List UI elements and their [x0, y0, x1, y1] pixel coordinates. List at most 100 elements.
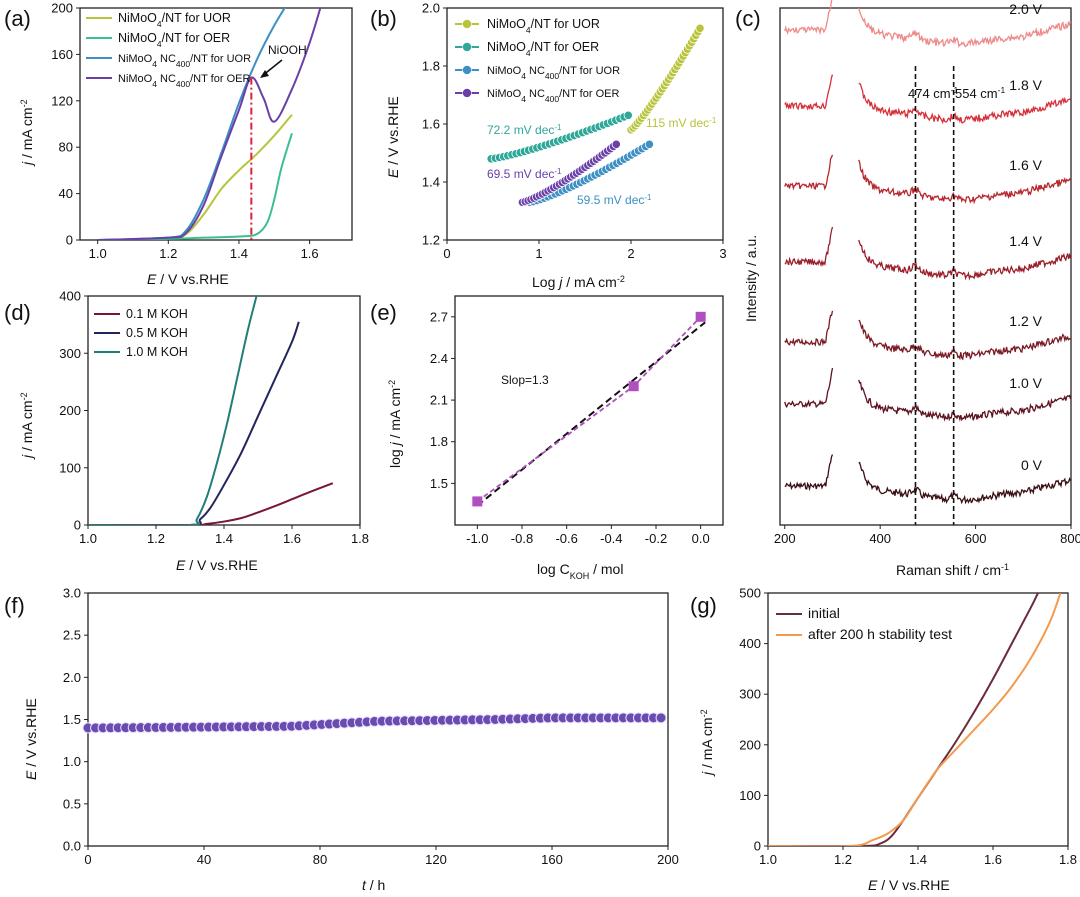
chart-b-ytick-label: 1.8 [422, 59, 440, 74]
chart-b-slope-labels: 115 mV dec-172.2 mV dec-159.5 mV dec-169… [487, 116, 717, 208]
legend-label-part: NC [157, 73, 176, 85]
chart-e-point-0 [472, 496, 483, 507]
chart-d-legend: 0.1 M KOH 0.5 M KOH 1.0 M KOH [94, 307, 188, 359]
legend-label-part: 4 [526, 48, 531, 58]
chart-c-trace-label-6: 2.0 V [1009, 1, 1042, 17]
chart-b-ytick-label: 1.6 [422, 117, 440, 132]
legend-label-part: /NT for UOR [531, 17, 600, 31]
chart-e-slope-annotation: Slop=1.3 [501, 373, 549, 387]
chart-f-ytick-label: 0.5 [63, 796, 81, 811]
legend-label-part: /NT for UOR [162, 11, 231, 25]
slope-text: 72.2 mV dec [487, 123, 554, 137]
chart-e-xlabel: log CKOH / mol [537, 561, 623, 581]
chart-b-xtick-label: 3 [719, 246, 726, 261]
chart-c-ylabel: Intensity / a.u. [743, 235, 759, 322]
chart-a-arrow-head [260, 70, 269, 78]
chart-e-ytick-label: 2.1 [430, 393, 448, 408]
chart-c: 200 400 600 800 0 V 1.0 V 1.2 V 1.4 V 1.6 V 1.8 … [743, 0, 1080, 578]
chart-g-ytick-label: 100 [739, 788, 761, 803]
chart-g-xtick-label: 1.6 [984, 852, 1002, 867]
chart-b-xticks: 0 1 2 3 [443, 240, 727, 261]
chart-b-legend-entry-3-marker [462, 88, 472, 98]
chart-e-fit-line [476, 321, 706, 507]
chart-c-trace-1-a [784, 367, 834, 409]
chart-e-xtick-label: -0.4 [600, 531, 622, 546]
panel-label-e: (e) [370, 300, 397, 325]
chart-c-trace-label-1: 1.0 V [1009, 375, 1042, 391]
legend-label-part: 4 [152, 59, 157, 69]
chart-b-legend-entry-2-label: NiMoO4 NC400/NT for UOR [487, 65, 620, 81]
chart-b-legend-entry-1-label: NiMoO4/NT for OER [487, 40, 599, 58]
chart-c-trace-label-2: 1.2 V [1009, 313, 1042, 329]
chart-e-point-1 [628, 381, 639, 392]
chart-d-xticks: 1.0 1.2 1.4 1.6 1.8 [79, 525, 369, 546]
chart-d-xtick-label: 1.6 [283, 531, 301, 546]
chart-c-trace-1-b [858, 379, 1072, 422]
chart-b-xlabel: Log j / mA cm-2 [532, 274, 625, 290]
legend-label-part: NiMoO [487, 17, 526, 31]
chart-f-ytick-label: 2.5 [63, 628, 81, 643]
chart-d-xtick-label: 1.4 [215, 531, 233, 546]
chart-g-ylabel: j / mA cm-2 [699, 709, 715, 777]
chart-c-trace-2-a [784, 310, 834, 347]
chart-b-ytick-label: 1.4 [422, 175, 440, 190]
chart-e-ytick-label: 2.7 [430, 309, 448, 324]
chart-c-trace-5-a [784, 74, 834, 111]
slope-sup: -1 [644, 193, 652, 202]
chart-d-legend-entry-2-label: 1.0 M KOH [126, 345, 188, 359]
chart-d-legend-entry-0-label: 0.1 M KOH [126, 307, 188, 321]
chart-a-ylabel: j / mA cm-2 [19, 99, 35, 167]
legend-label-part: /NT for UOR [190, 53, 251, 65]
chart-a-xtick-label: 1.0 [89, 246, 107, 261]
chart-g-ytick-label: 400 [739, 636, 761, 651]
chart-f: 0 40 80 120 160 200 0.0 0.5 1.0 1.5 2.0 2.5 3.0 t /… [23, 586, 679, 894]
chart-g-ytick-label: 0 [754, 839, 761, 854]
chart-d-series-line-2 [88, 296, 258, 525]
chart-e-xtick-label: -0.8 [511, 531, 533, 546]
chart-a-ytick-label: 120 [51, 93, 73, 108]
chart-d-series [88, 296, 334, 525]
legend-label-part: NC [526, 65, 545, 77]
chart-f-xtick-label: 40 [197, 852, 211, 867]
chart-b-slope-label-0: 115 mV dec-1 [646, 116, 717, 131]
legend-label-part: NiMoO [118, 31, 157, 45]
chart-b-legend-entry-1-marker [462, 42, 472, 52]
chart-a-series-line-3 [97, 8, 322, 240]
chart-b-ytick-label: 1.2 [422, 233, 440, 248]
slope-sup: -1 [554, 167, 562, 176]
chart-a-xtick-label: 1.4 [230, 246, 248, 261]
slope-text: 59.5 mV dec [577, 193, 644, 207]
chart-c-trace-4-b [858, 159, 1071, 205]
legend-label-part: /NT for UOR [559, 65, 620, 77]
chart-d-ytick-label: 300 [59, 346, 81, 361]
chart-e: -1.0 -0.8 -0.6 -0.4 -0.2 0.0 1.51.82.12.42.7 … [387, 295, 724, 581]
legend-label-part: NiMoO [487, 40, 526, 54]
legend-label-part: NiMoO [118, 53, 153, 65]
chart-a-ytick-label: 160 [51, 47, 73, 62]
panel-label-d: (d) [4, 300, 31, 325]
chart-c-xtick-label: 400 [869, 531, 891, 546]
chart-c-peak-label-1: 554 cm-1 [955, 85, 1005, 101]
chart-g-series [768, 593, 1062, 846]
chart-b-point-s3-33 [611, 139, 621, 149]
chart-b-yticks: 1.2 1.4 1.6 1.8 2.0 [422, 1, 447, 248]
legend-label-part: NC [526, 88, 545, 100]
legend-label-part: /NT for OER [531, 40, 600, 54]
chart-b-ylabel: E / V vs.RHE [385, 96, 401, 178]
chart-b-point-s1-33 [623, 110, 633, 120]
chart-f-xtick-label: 160 [541, 852, 563, 867]
legend-label-part: /NT for OER [162, 31, 231, 45]
legend-label-part: NiMoO [118, 11, 157, 25]
chart-c-trace-6-b [858, 7, 1072, 48]
chart-g: 1.0 1.2 1.4 1.6 1.8 0 100 200 300 400 500 initial… [699, 586, 1077, 894]
chart-g-yticks: 0 100 200 300 400 500 [739, 586, 768, 854]
chart-c-xticks: 200 400 600 800 [774, 525, 1080, 546]
chart-e-ytick-label: 1.5 [430, 476, 448, 491]
legend-label-part: 4 [526, 25, 531, 35]
chart-a-legend-entry-0-label: NiMoO4/NT for UOR [118, 11, 231, 29]
